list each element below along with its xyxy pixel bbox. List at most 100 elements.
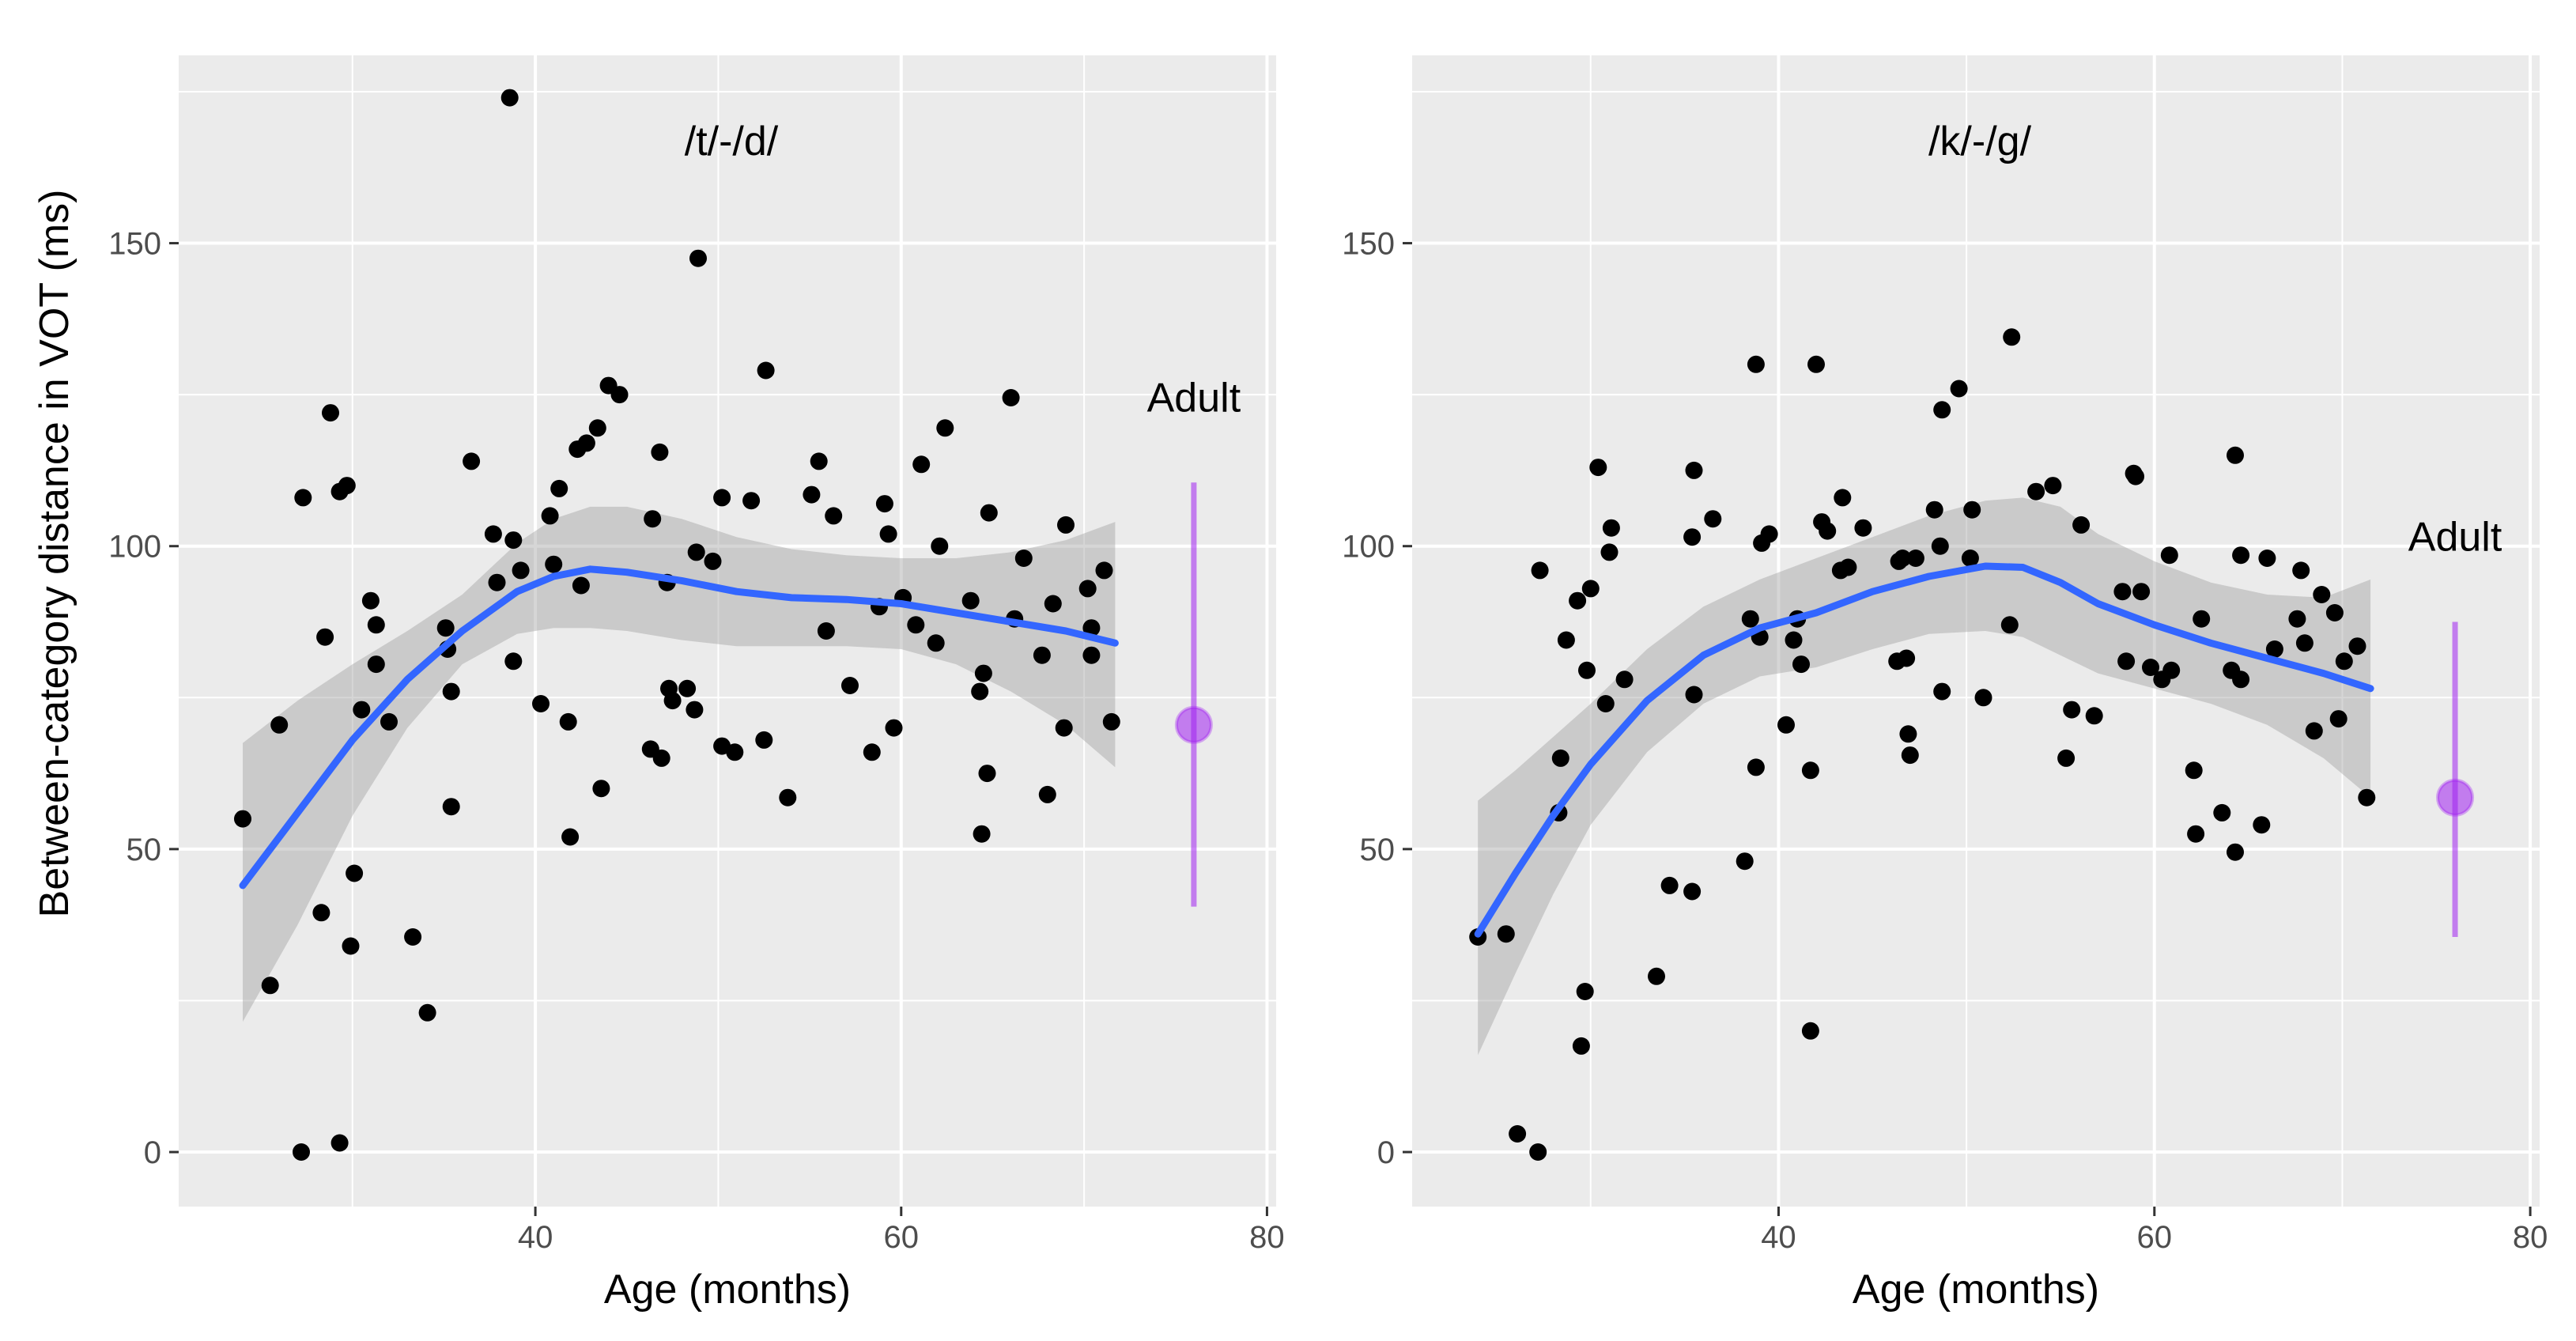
data-point	[261, 976, 279, 995]
data-point	[2292, 561, 2310, 580]
data-point	[687, 543, 705, 561]
data-point	[504, 652, 523, 670]
data-point	[1683, 882, 1702, 901]
data-point	[1685, 461, 1703, 479]
data-point	[863, 743, 881, 761]
data-point	[726, 743, 744, 761]
data-point	[338, 477, 356, 495]
data-point	[1095, 561, 1113, 580]
data-point	[678, 679, 697, 697]
data-point	[500, 89, 519, 107]
data-point	[2027, 482, 2045, 501]
data-point	[652, 749, 670, 767]
data-point	[294, 489, 312, 507]
y-axis-ticks: 0 50 100 150	[1342, 227, 1412, 1170]
y-tick-label: 50	[127, 833, 162, 867]
data-point	[610, 386, 629, 404]
data-point	[927, 634, 945, 652]
data-point	[442, 798, 460, 816]
y-axis-label: Between-category distance in VOT (ms)	[32, 190, 77, 918]
data-point	[316, 628, 334, 646]
data-point	[592, 780, 610, 798]
confidence-ribbon	[1478, 497, 2371, 1056]
data-point	[1747, 355, 1765, 373]
data-point	[755, 731, 773, 749]
data-point	[2348, 637, 2366, 655]
data-point	[757, 361, 775, 380]
data-point	[342, 937, 360, 955]
data-point	[1082, 619, 1101, 637]
data-point	[1961, 550, 1979, 567]
data-point	[2085, 707, 2103, 725]
data-point	[841, 677, 859, 694]
data-point	[1854, 519, 1872, 537]
data-point	[436, 619, 455, 637]
data-point	[1002, 389, 1020, 406]
x-axis-label: Age (months)	[604, 1267, 851, 1313]
data-point	[1557, 631, 1575, 649]
data-point	[713, 489, 731, 507]
data-point	[1704, 510, 1722, 528]
data-point	[2185, 761, 2203, 780]
data-point	[1898, 649, 1916, 667]
data-point	[651, 443, 669, 461]
data-point	[488, 573, 506, 591]
data-point	[2003, 328, 2021, 346]
data-point	[2329, 710, 2347, 728]
x-tick-label: 60	[2137, 1220, 2173, 1255]
data-point	[2358, 788, 2376, 806]
data-point	[1801, 1022, 1819, 1040]
y-axis-ticks: 0 50 100 150	[108, 227, 179, 1170]
data-point	[463, 452, 481, 470]
data-point	[1933, 682, 1951, 701]
data-point	[418, 1003, 436, 1022]
data-point	[2132, 583, 2151, 601]
data-point	[644, 510, 662, 528]
data-point	[810, 452, 828, 470]
data-point	[270, 716, 289, 734]
data-point	[1033, 646, 1051, 664]
panel-title: /k/-/g/	[1928, 119, 2032, 164]
major-gridlines	[1412, 55, 2540, 1207]
data-point	[1648, 967, 1665, 985]
data-point	[1055, 719, 1073, 737]
adult-label: Adult	[2408, 515, 2502, 561]
y-tick-label: 50	[1360, 833, 1396, 867]
data-point	[825, 507, 843, 525]
data-point	[2305, 722, 2323, 740]
data-point	[1792, 655, 1810, 674]
y-tick-label: 0	[1377, 1135, 1395, 1170]
data-point	[931, 537, 949, 555]
data-point	[1931, 537, 1949, 555]
data-point	[361, 591, 380, 610]
data-point	[2335, 652, 2353, 670]
data-point	[1576, 983, 1594, 1000]
adult-label: Adult	[1147, 375, 1241, 421]
data-point	[404, 928, 422, 946]
data-point	[875, 495, 893, 513]
data-point	[330, 1134, 349, 1152]
data-point	[532, 695, 550, 712]
data-point	[2063, 701, 2081, 719]
data-point	[1933, 401, 1951, 419]
data-point	[2193, 610, 2211, 628]
data-point	[1581, 580, 1600, 598]
data-point	[504, 531, 523, 550]
data-point	[346, 864, 364, 882]
data-point	[2325, 604, 2344, 621]
data-point	[1497, 925, 1515, 943]
data-point	[1082, 646, 1101, 664]
data-point	[1785, 631, 1803, 649]
data-point	[1899, 725, 1917, 743]
data-point	[2227, 446, 2244, 464]
data-point	[803, 485, 821, 504]
data-point	[2253, 816, 2271, 834]
data-point	[2232, 670, 2250, 689]
data-point	[293, 1143, 310, 1161]
data-point	[1747, 758, 1765, 776]
data-point	[1572, 1037, 1590, 1055]
data-point	[1906, 550, 1924, 567]
x-tick-label: 40	[1761, 1220, 1796, 1255]
data-point	[817, 622, 835, 640]
data-point	[550, 479, 568, 497]
